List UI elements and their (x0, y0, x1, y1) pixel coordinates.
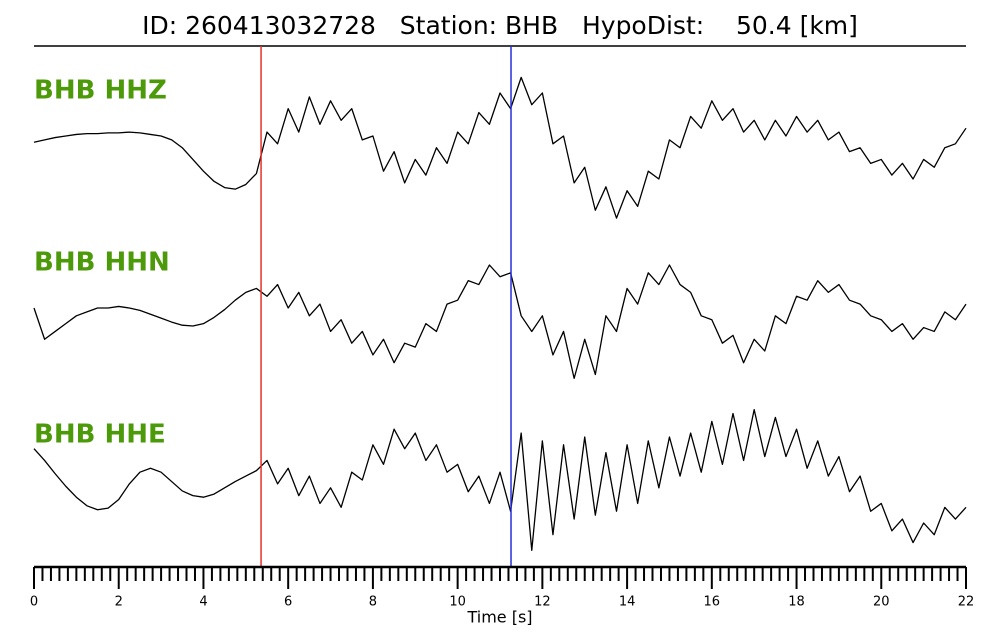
x-tick-label: 10 (449, 595, 466, 610)
trace-label: BHB HHZ (34, 76, 167, 106)
x-tick-label: 2 (115, 595, 123, 610)
x-tick-label: 0 (30, 595, 38, 610)
x-tick-label: 4 (199, 595, 207, 610)
trace-label: BHB HHE (34, 420, 166, 450)
x-tick-label: 20 (873, 595, 890, 610)
trace-label: BHB HHN (34, 248, 170, 278)
x-tick-label: 12 (534, 595, 551, 610)
x-tick-label: 18 (788, 595, 805, 610)
x-tick-label: 16 (704, 595, 721, 610)
trace (33, 264, 967, 380)
trace (33, 76, 967, 219)
trace (33, 408, 967, 552)
x-axis-label: Time [s] (466, 608, 532, 627)
x-tick-label: 6 (284, 595, 292, 610)
x-tick-label: 14 (619, 595, 636, 610)
x-tick-label: 22 (958, 595, 975, 610)
x-tick-label: 8 (369, 595, 377, 610)
chart-title: ID: 260413032728 Station: BHB HypoDist: … (142, 11, 858, 40)
